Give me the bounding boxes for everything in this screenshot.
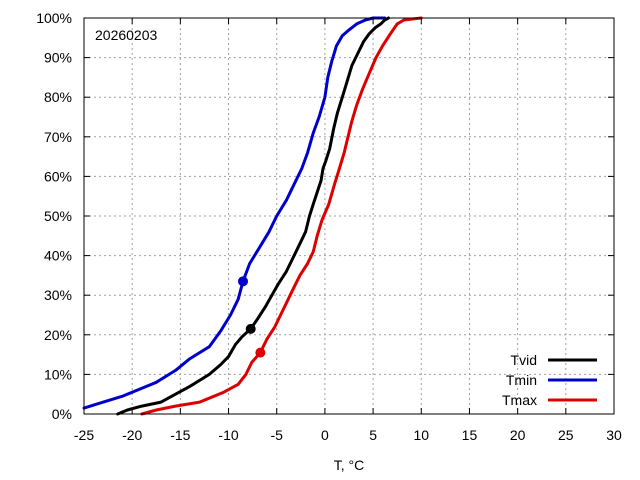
- y-tick-label: 90%: [44, 50, 72, 66]
- y-tick-labels: 0% 10% 20% 30% 40% 50% 60% 70% 80% 90% 100%: [36, 10, 72, 422]
- grid-lines: [84, 18, 614, 414]
- x-axis-label: T, °C: [334, 457, 365, 473]
- x-tick-label: -10: [218, 427, 238, 443]
- legend-label-tmax: Tmax: [502, 392, 537, 408]
- series-line-tvid: [116, 16, 390, 416]
- series-marker-tvid: [245, 323, 256, 334]
- axis-ticks: [83, 17, 615, 415]
- y-tick-label: 100%: [36, 10, 72, 26]
- x-tick-label: -15: [170, 427, 190, 443]
- x-tick-label: 30: [606, 427, 622, 443]
- y-tick-label: 70%: [44, 129, 72, 145]
- chart-annotation: 20260203: [95, 27, 158, 43]
- x-tick-label: -20: [122, 427, 142, 443]
- legend-label-tvid: Tvid: [511, 352, 537, 368]
- y-tick-label: 50%: [44, 208, 72, 224]
- y-tick-label: 30%: [44, 287, 72, 303]
- x-tick-label: 0: [321, 427, 329, 443]
- series-line-tmax: [140, 16, 423, 416]
- series-marker-tmax: [255, 347, 266, 358]
- y-tick-label: 10%: [44, 366, 72, 382]
- y-tick-label: 60%: [44, 168, 72, 184]
- series-line-tmin: [82, 16, 387, 410]
- y-tick-label: 40%: [44, 248, 72, 264]
- series-markers: [238, 276, 266, 358]
- x-tick-label: 5: [369, 427, 377, 443]
- series-lines: [82, 16, 423, 416]
- legend-label-tmin: Tmin: [506, 372, 537, 388]
- y-tick-label: 20%: [44, 327, 72, 343]
- x-tick-label: 10: [413, 427, 429, 443]
- legend: Tvid Tmin Tmax: [502, 352, 597, 408]
- y-tick-label: 0%: [52, 406, 72, 422]
- x-tick-label: -25: [74, 427, 94, 443]
- y-tick-label: 80%: [44, 89, 72, 105]
- x-tick-labels: -25 -20 -15 -10 -5 0 5 10 15 20 25 30: [74, 427, 622, 443]
- x-tick-label: 25: [558, 427, 574, 443]
- x-tick-label: 15: [462, 427, 478, 443]
- x-tick-label: 20: [510, 427, 526, 443]
- x-tick-label: -5: [271, 427, 284, 443]
- series-marker-tmin: [238, 276, 248, 287]
